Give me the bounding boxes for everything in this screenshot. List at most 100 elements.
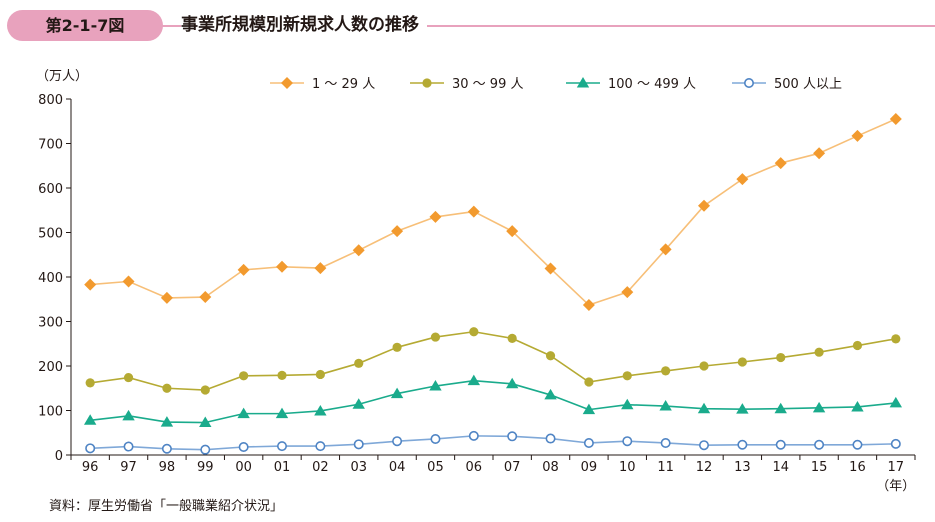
data-point	[84, 278, 97, 291]
data-point	[775, 439, 786, 450]
figure-header: 第2-1-7図 事業所規模別新規求人数の推移	[0, 0, 935, 44]
data-point	[699, 361, 709, 371]
data-point	[392, 342, 402, 352]
data-point	[814, 439, 825, 450]
data-point	[276, 260, 288, 273]
data-point	[123, 372, 134, 383]
x-tick-label: 13	[734, 460, 751, 475]
x-tick-label: 16	[849, 460, 866, 475]
data-point	[736, 403, 749, 414]
data-point	[162, 383, 172, 393]
chart-plot-area	[83, 113, 903, 455]
data-point	[469, 327, 479, 337]
legend-marker	[743, 78, 754, 89]
source-note: 資料：厚生労働省「一般職業紹介状況」	[49, 499, 284, 514]
data-point	[160, 291, 173, 304]
x-tick-label: 11	[657, 460, 674, 475]
x-tick-label: 00	[235, 460, 252, 475]
legend-label: 100 ～ 499 人	[608, 77, 696, 92]
data-point	[468, 430, 479, 441]
data-point	[737, 357, 747, 367]
data-point	[430, 433, 441, 444]
y-tick-label: 400	[38, 271, 63, 286]
data-point	[659, 243, 672, 256]
data-point	[85, 443, 96, 454]
legend-item: 500 人以上	[732, 77, 842, 92]
data-point	[698, 440, 709, 451]
data-point	[238, 441, 249, 452]
legend-item: 100 ～ 499 人	[566, 77, 696, 92]
data-point	[622, 436, 633, 447]
data-point	[545, 351, 556, 361]
data-point	[851, 129, 864, 142]
data-point	[889, 396, 903, 408]
x-tick-label: 98	[159, 460, 176, 475]
data-point	[545, 433, 556, 444]
legend-marker	[281, 77, 293, 89]
data-point	[275, 407, 289, 419]
data-point	[507, 431, 518, 442]
x-tick-label: 06	[466, 460, 483, 475]
data-point	[430, 332, 441, 342]
series-circle	[85, 327, 901, 395]
y-tick-label: 800	[38, 93, 63, 108]
x-tick-label: 17	[888, 460, 905, 475]
x-tick-label: 01	[274, 460, 291, 475]
data-point	[852, 340, 863, 351]
legend-item: 30 ～ 99 人	[410, 77, 523, 92]
data-point	[621, 398, 634, 410]
data-point	[813, 147, 826, 160]
x-tick-label: 07	[504, 460, 521, 475]
legend-item: 1 ～ 29 人	[270, 77, 375, 92]
data-point	[661, 366, 671, 376]
data-point	[890, 438, 901, 449]
data-point	[467, 205, 480, 218]
data-point	[467, 374, 481, 386]
data-point	[812, 401, 826, 413]
y-tick-label: 700	[38, 138, 63, 153]
data-point	[200, 385, 210, 395]
data-point	[314, 262, 327, 275]
data-point	[583, 437, 594, 448]
data-point	[123, 441, 134, 452]
data-point	[544, 262, 557, 275]
data-point	[582, 299, 595, 312]
data-point	[505, 377, 519, 389]
series-triangle	[83, 374, 903, 428]
data-point	[391, 225, 404, 238]
data-point	[889, 113, 902, 126]
data-point	[314, 404, 327, 416]
data-point	[429, 380, 442, 391]
data-point	[199, 291, 212, 304]
data-point	[776, 352, 786, 363]
data-point	[277, 370, 287, 380]
y-tick-label: 500	[38, 227, 63, 242]
data-point	[429, 210, 442, 223]
figure-title: 事業所規模別新規求人数の推移	[181, 12, 427, 38]
data-point	[852, 439, 863, 450]
y-tick-label: 200	[38, 360, 63, 375]
x-tick-label: 12	[696, 460, 713, 475]
data-point	[239, 371, 249, 381]
series-diamond	[84, 113, 902, 312]
data-point	[122, 275, 135, 288]
data-point	[237, 407, 250, 419]
series-open-circle	[85, 430, 901, 455]
series-line	[90, 118, 897, 306]
series-line	[90, 379, 896, 424]
data-point	[814, 347, 824, 357]
data-point	[698, 199, 710, 212]
legend-marker	[576, 77, 590, 88]
data-point	[83, 414, 97, 425]
x-tick-label: 96	[82, 460, 99, 475]
data-point	[736, 173, 749, 186]
data-point	[622, 371, 632, 381]
x-axis-unit-label: （年）	[876, 479, 915, 494]
data-point	[737, 439, 748, 450]
chart-axes: 0 100 200 300 400 500 600 700 800 （万人） 96 97 98 99 00 0…	[36, 69, 916, 494]
data-point	[276, 441, 287, 452]
x-tick-label: 99	[197, 460, 214, 475]
header-rule	[160, 25, 935, 27]
y-tick-label: 300	[38, 316, 63, 331]
series-line	[90, 435, 896, 451]
